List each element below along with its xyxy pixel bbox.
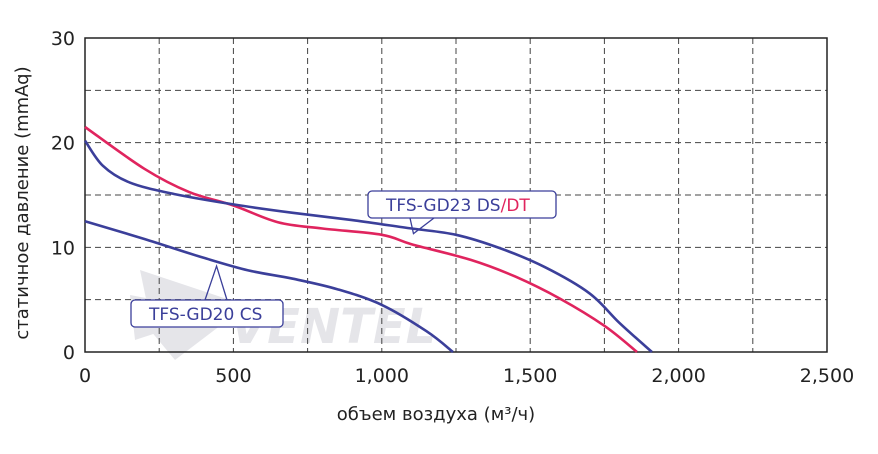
y-tick-label: 30 [51,28,75,50]
y-tick-label: 20 [51,133,75,155]
callout-ds-dt-leader [409,217,435,235]
callout-ds-dt: TFS-GD23 DS/DT [367,190,557,235]
y-tick-labels: 0 10 20 30 [51,28,75,364]
callout-ds-label: TFS-GD23 DS [385,196,501,216]
x-tick-label: 2,000 [651,365,705,387]
x-tick-label: 2,500 [800,365,854,387]
y-tick-label: 0 [63,342,75,364]
callout-ds-dt-label: TFS-GD23 DS/DT [385,196,530,216]
callout-cs: TFS-GD20 CS [130,263,284,328]
callout-ds-dt-box [367,190,557,219]
x-tick-label: 1,500 [503,365,557,387]
callout-separator: / [501,196,507,216]
x-tick-label: 1,000 [355,365,409,387]
plot-frame [84,37,828,353]
callout-cs-leader [204,263,228,301]
series-layer [83,125,653,354]
x-tick-label: 0 [79,365,91,387]
y-axis-label: статичное давление (mmAq) [12,66,33,339]
series-line-ds [83,139,653,353]
x-axis-label: объем воздуха (м³/ч) [337,404,535,425]
y-tick-label: 10 [51,237,75,259]
callout-dt-label: DT [506,196,530,216]
series-line-cs [84,219,454,354]
x-tick-labels: 0 500 1,000 1,500 2,000 2,500 [79,365,854,387]
callout-cs-box [130,299,284,328]
callout-cs-label: TFS-GD20 CS [148,305,262,325]
x-tick-label: 500 [215,365,251,387]
series-line-dt [84,125,638,354]
